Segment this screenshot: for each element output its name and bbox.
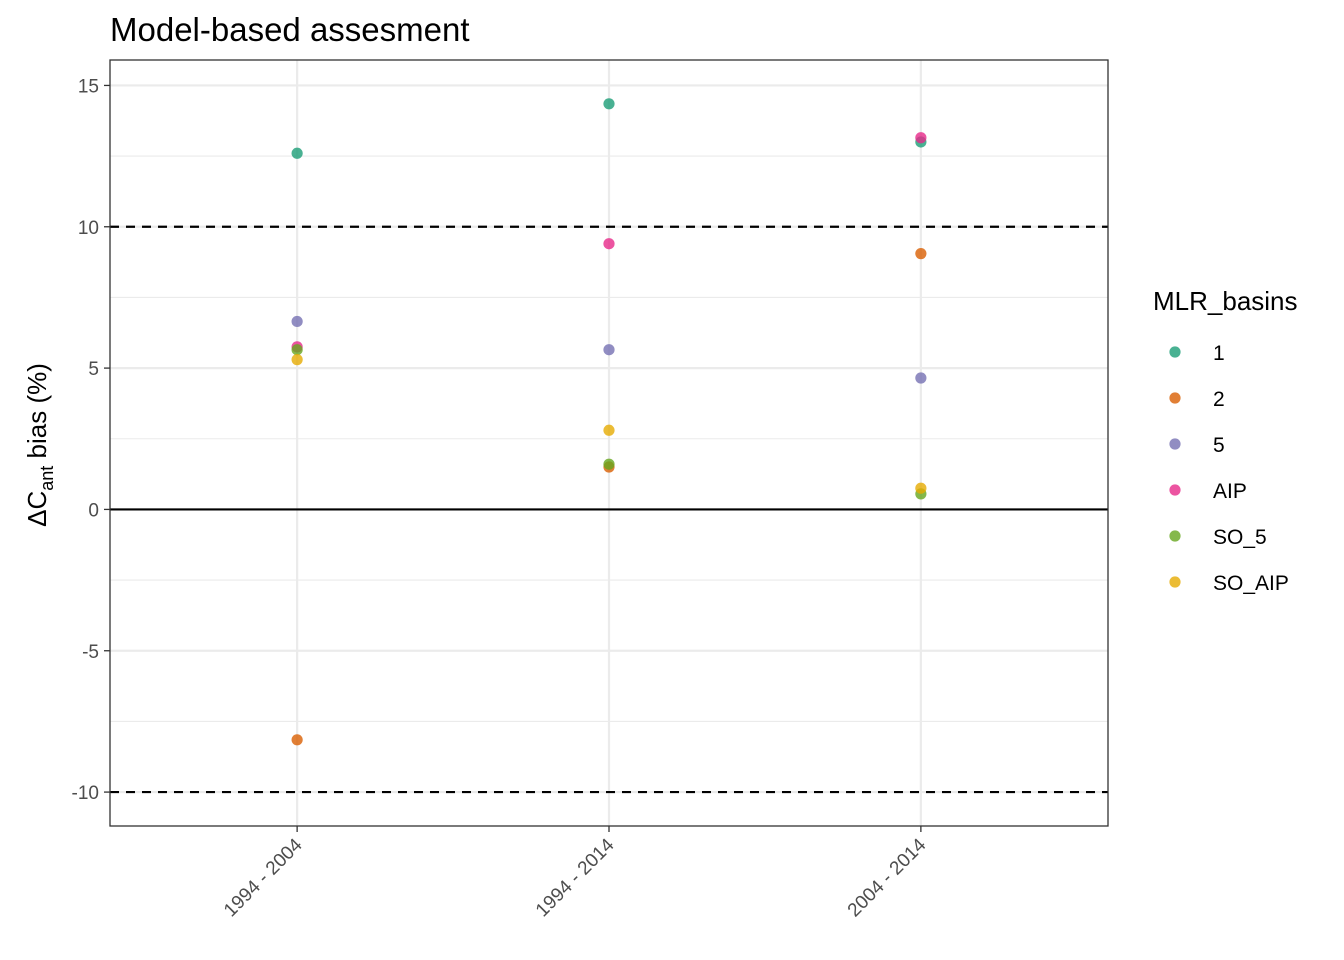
data-point: [291, 344, 303, 356]
legend-key: [1169, 346, 1181, 358]
legend-key: [1169, 530, 1181, 542]
y-tick-label: -10: [72, 783, 99, 804]
data-point: [603, 98, 615, 110]
data-point: [291, 147, 303, 159]
y-axis-title-subscript: ant: [37, 466, 57, 491]
y-axis-title-suffix: bias (%): [22, 363, 52, 466]
data-points: [291, 98, 927, 746]
legend-label: SO_AIP: [1213, 572, 1289, 595]
chart-title: Model-based assesment: [110, 11, 470, 48]
y-axis-title-prefix: ΔC: [22, 491, 52, 527]
legend-key: [1169, 484, 1181, 496]
y-axis-title: ΔCant bias (%): [22, 363, 57, 527]
y-tick-label: 15: [78, 76, 99, 97]
legend: MLR_basins 1 2 5 AIP SO_5 SO_AIP: [1153, 286, 1298, 595]
legend-key: [1169, 392, 1181, 404]
data-point: [291, 354, 303, 366]
legend-label: 5: [1213, 434, 1225, 457]
data-point: [915, 482, 927, 494]
data-point: [603, 424, 615, 436]
data-point: [291, 315, 303, 328]
y-tick-label: 10: [78, 218, 99, 239]
data-point: [291, 734, 303, 746]
data-point: [603, 344, 615, 356]
legend-label: SO_5: [1213, 526, 1267, 549]
legend-label: 1: [1213, 342, 1225, 365]
y-tick-label: 0: [88, 500, 99, 521]
data-point: [915, 132, 927, 144]
data-point: [915, 372, 927, 384]
legend-title: MLR_basins: [1153, 286, 1298, 316]
data-point: [915, 248, 927, 260]
legend-key: [1169, 576, 1181, 588]
legend-label: AIP: [1213, 480, 1247, 503]
y-tick-label: -5: [82, 642, 99, 663]
legend-key: [1169, 438, 1181, 450]
reference-lines: [110, 225, 1108, 794]
legend-label: 2: [1213, 388, 1225, 411]
y-tick-label: 5: [88, 359, 99, 380]
data-point: [603, 238, 615, 250]
data-point: [603, 458, 615, 470]
